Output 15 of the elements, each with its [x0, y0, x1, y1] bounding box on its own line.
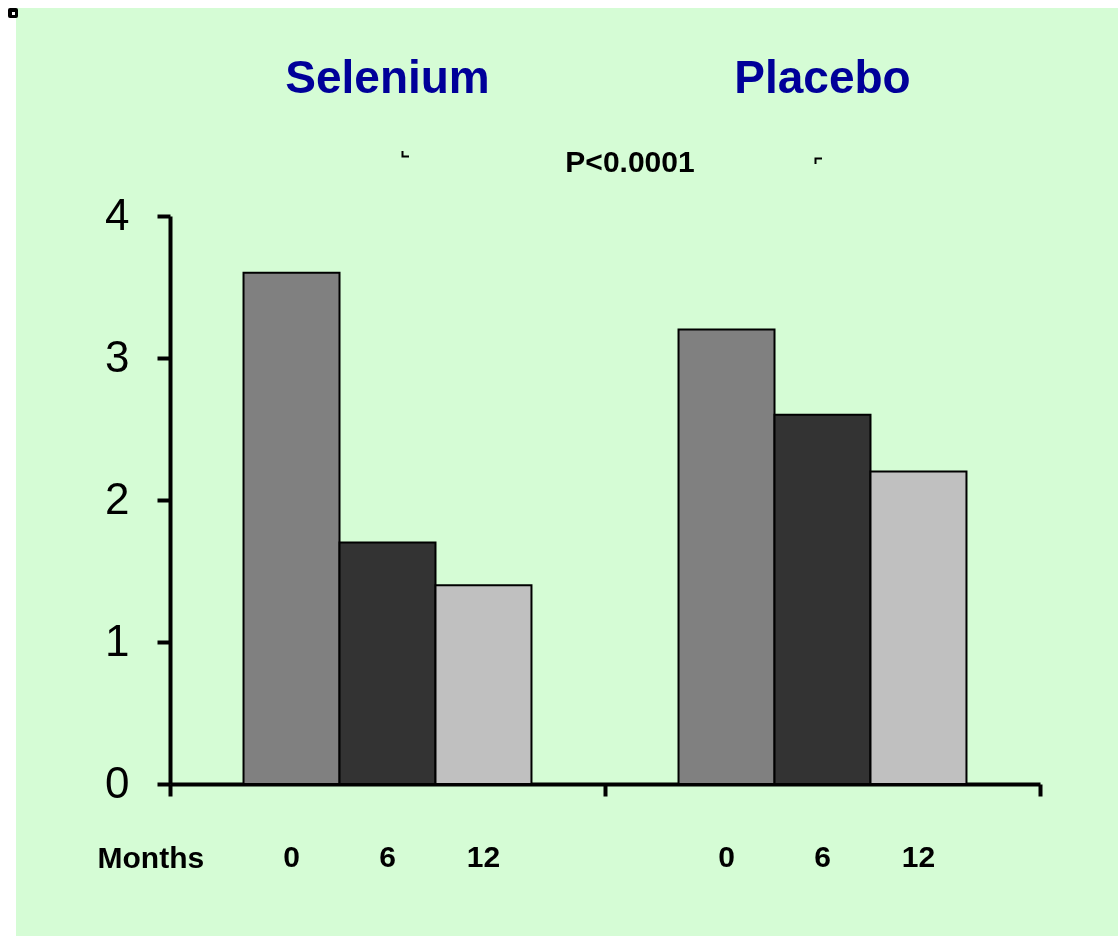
x-tick-label: Selenium: [285, 50, 490, 103]
series-label: 0: [283, 840, 300, 873]
text: 0: [718, 840, 735, 873]
text: P<0.0001: [565, 145, 695, 178]
series-label: 12: [466, 840, 501, 873]
text: 6: [814, 840, 831, 873]
y-tick-label: 0: [105, 757, 130, 807]
y-tick-label: 1: [105, 615, 130, 665]
y-tick-label: 3: [105, 331, 130, 381]
x-tick-label: Placebo: [734, 50, 911, 103]
text: 12: [901, 840, 936, 873]
x-axis-title: Months: [97, 840, 205, 874]
y-tick-label: 2: [105, 473, 130, 523]
series-label: 6: [379, 840, 396, 873]
y-tick-label: 4: [105, 189, 130, 239]
